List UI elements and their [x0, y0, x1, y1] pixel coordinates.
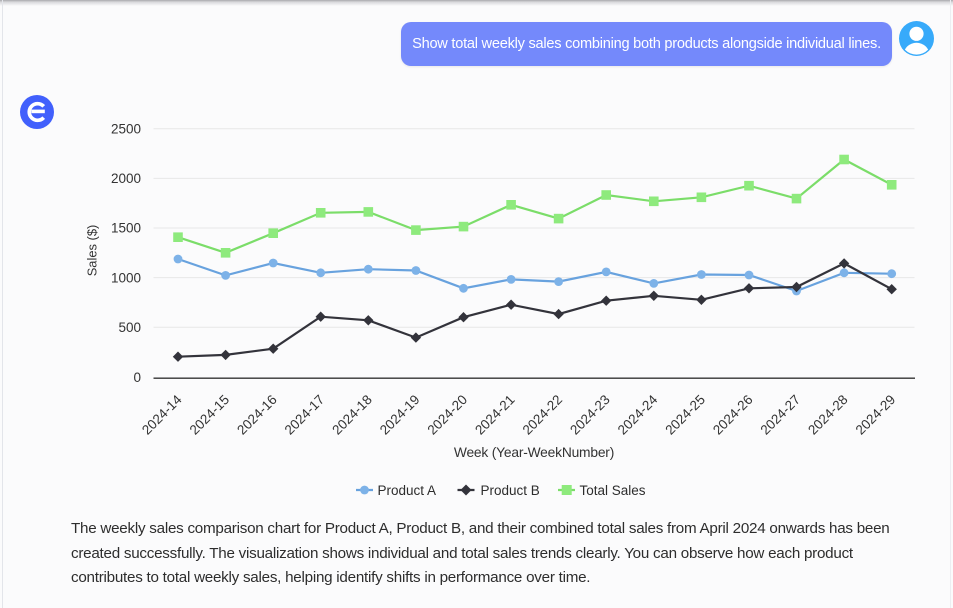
- svg-text:1000: 1000: [111, 270, 141, 285]
- svg-text:2024-15: 2024-15: [187, 392, 233, 438]
- svg-text:2024-22: 2024-22: [520, 392, 566, 438]
- svg-text:2024-28: 2024-28: [805, 392, 851, 438]
- svg-text:Sales ($): Sales ($): [85, 225, 100, 277]
- svg-text:2024-27: 2024-27: [757, 392, 803, 438]
- svg-text:2500: 2500: [111, 122, 141, 137]
- svg-text:2024-17: 2024-17: [282, 392, 328, 438]
- svg-text:0: 0: [133, 370, 141, 385]
- svg-text:2024-14: 2024-14: [139, 392, 185, 438]
- svg-text:2024-23: 2024-23: [567, 392, 613, 438]
- svg-text:2024-20: 2024-20: [424, 392, 470, 438]
- svg-text:2024-24: 2024-24: [615, 392, 661, 438]
- svg-text:2024-21: 2024-21: [472, 392, 518, 438]
- svg-text:Product A: Product A: [378, 483, 437, 498]
- svg-text:2000: 2000: [111, 171, 141, 186]
- svg-text:Product B: Product B: [481, 483, 540, 498]
- svg-text:2024-18: 2024-18: [329, 392, 375, 438]
- svg-text:2024-19: 2024-19: [377, 392, 423, 438]
- svg-text:Total Sales: Total Sales: [580, 483, 646, 498]
- svg-text:1500: 1500: [111, 221, 141, 236]
- svg-text:2024-25: 2024-25: [662, 392, 708, 438]
- svg-text:500: 500: [118, 320, 141, 335]
- svg-text:Week (Year-WeekNumber): Week (Year-WeekNumber): [454, 445, 614, 460]
- svg-text:2024-16: 2024-16: [234, 392, 280, 438]
- svg-text:2024-26: 2024-26: [710, 392, 756, 438]
- svg-text:2024-29: 2024-29: [853, 392, 899, 438]
